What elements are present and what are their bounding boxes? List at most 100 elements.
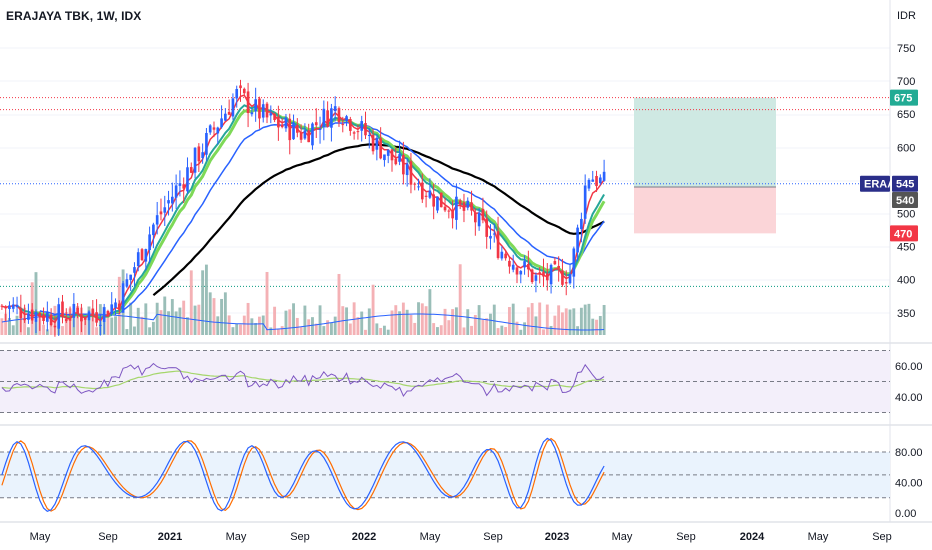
candle: [519, 269, 523, 284]
candle: [409, 152, 413, 194]
candle-body: [542, 271, 545, 277]
last-price-tag: 545: [892, 175, 918, 192]
candle: [572, 246, 576, 289]
candle-body: [91, 308, 95, 315]
entry-price-tag-bg: [892, 192, 918, 209]
volume-bar: [242, 315, 246, 335]
volume-bar: [375, 323, 379, 335]
candle-body: [95, 312, 98, 323]
volume-bar: [223, 292, 227, 335]
volume-bar: [186, 317, 189, 335]
volume-bar: [254, 323, 258, 335]
candle-body: [53, 325, 57, 328]
candle: [496, 216, 500, 260]
candle-body: [27, 313, 30, 320]
volume-bar: [489, 313, 492, 335]
volume-bar: [530, 303, 534, 335]
candle: [49, 308, 53, 327]
volume-bar: [295, 317, 299, 335]
candle: [364, 111, 367, 139]
candle: [288, 113, 292, 155]
candle: [341, 116, 345, 133]
candle-body: [564, 282, 568, 284]
candle-body: [46, 312, 49, 322]
candle-body: [11, 304, 15, 309]
volume-bar: [174, 311, 178, 335]
candle-body: [83, 317, 87, 320]
volume-bar: [318, 305, 322, 335]
candle-body: [598, 177, 602, 184]
last-price-tag-bg: [892, 175, 918, 192]
volume-bar: [280, 326, 284, 335]
candle-body: [231, 98, 235, 117]
time-axis-tick: 2024: [740, 531, 765, 543]
stoch-d-line: [1, 437, 605, 512]
volume-bar: [45, 329, 49, 335]
candle: [420, 173, 424, 203]
candle: [598, 174, 602, 186]
candle: [292, 114, 295, 140]
candle: [280, 118, 284, 129]
candle: [227, 99, 231, 116]
volume-bar: [432, 323, 436, 335]
rsi-axis-tick: 40.00: [895, 392, 923, 404]
candle-body: [477, 212, 481, 227]
candle-body: [292, 122, 295, 140]
candle: [250, 107, 254, 117]
volume-bar: [398, 311, 402, 335]
candle: [402, 141, 405, 185]
volume-bar: [110, 317, 114, 335]
candle: [417, 178, 420, 191]
volume-bar: [507, 307, 511, 335]
time-axis-tick: May: [420, 531, 441, 543]
volume-bar: [576, 326, 580, 335]
candle-body: [386, 149, 390, 156]
rsi-ma-line: [1, 370, 605, 390]
candle-body: [261, 104, 265, 118]
volume-bar: [136, 307, 140, 335]
volume-bar: [348, 323, 352, 335]
candle-body: [152, 224, 155, 236]
candle-body: [583, 185, 587, 219]
candle-body: [523, 261, 526, 268]
candle-body: [76, 307, 79, 314]
volume-bar: [4, 313, 8, 335]
candle-body: [496, 231, 500, 258]
candle-body: [235, 88, 239, 99]
candle: [508, 256, 511, 274]
candle: [349, 116, 352, 136]
candle: [580, 212, 583, 243]
candle: [80, 303, 83, 333]
time-axis-tick: Sep: [872, 531, 892, 543]
volume-bar: [216, 316, 220, 335]
volume-bar: [462, 327, 466, 335]
candle: [163, 195, 167, 227]
candle-body: [38, 312, 42, 318]
volume-bar: [538, 302, 542, 335]
volume-bar: [515, 321, 519, 335]
candle: [148, 226, 151, 264]
candle-body: [201, 152, 204, 159]
candle-body: [280, 124, 284, 128]
candle: [189, 162, 193, 174]
candle-body: [474, 212, 477, 223]
candle: [57, 297, 61, 336]
price-axis-tick: 450: [897, 242, 915, 254]
candle-body: [265, 103, 269, 118]
candle: [371, 128, 375, 155]
candle: [95, 299, 98, 327]
candle-body: [167, 200, 170, 204]
candle: [326, 101, 329, 128]
candle: [530, 268, 534, 284]
volume-bar: [246, 302, 250, 335]
volume-bar: [477, 305, 481, 335]
candle: [239, 79, 242, 102]
candle-body: [178, 183, 182, 186]
candle-body: [424, 195, 428, 197]
candle: [591, 170, 595, 182]
candle: [481, 197, 485, 224]
candle-body: [254, 99, 257, 112]
volume-bar: [602, 304, 606, 335]
volume-bar: [265, 271, 269, 335]
